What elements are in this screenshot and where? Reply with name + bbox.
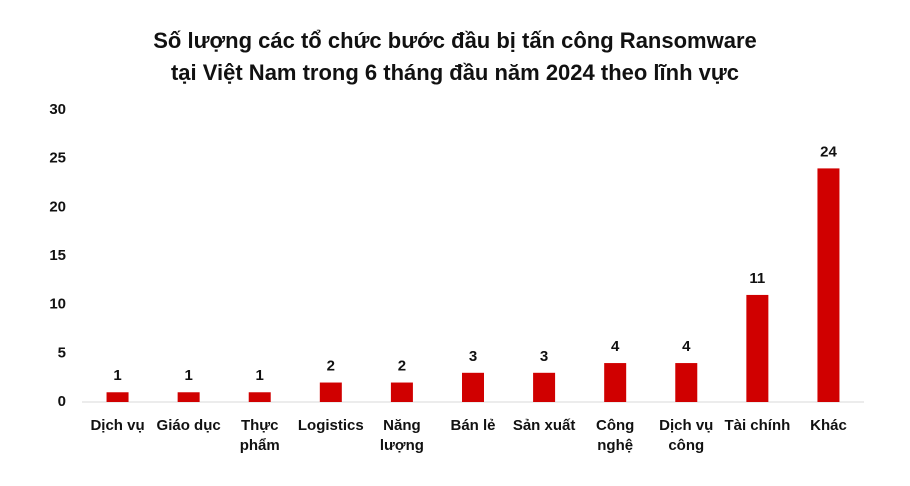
bar bbox=[604, 363, 627, 402]
y-tick-label: 5 bbox=[58, 344, 66, 361]
x-tick-label: Giáo dục bbox=[156, 417, 221, 434]
y-tick-label: 10 bbox=[49, 296, 66, 313]
y-tick-label: 20 bbox=[49, 198, 66, 215]
bar bbox=[177, 392, 200, 402]
chart-title: tại Việt Nam trong 6 tháng đầu năm 2024 … bbox=[170, 60, 740, 85]
y-tick-label: 25 bbox=[49, 150, 66, 167]
bar bbox=[462, 372, 484, 402]
data-label: 1 bbox=[256, 367, 264, 384]
bar bbox=[319, 382, 342, 402]
x-tick-label: Dịch vụ bbox=[90, 417, 145, 434]
bar bbox=[746, 294, 769, 402]
bar bbox=[817, 168, 840, 402]
data-label: 24 bbox=[820, 143, 837, 160]
y-tick-label: 0 bbox=[58, 393, 66, 410]
bar bbox=[533, 372, 556, 402]
x-tick-label: Công nghệ bbox=[596, 417, 635, 454]
data-label: 3 bbox=[540, 348, 548, 365]
x-tick-label: Logistics bbox=[297, 417, 364, 434]
x-tick-label: Khác bbox=[810, 417, 847, 434]
bar bbox=[248, 392, 271, 402]
y-tick-label: 15 bbox=[49, 247, 66, 264]
chart-title: Số lượng các tổ chức bước đầu bị tấn côn… bbox=[153, 28, 757, 53]
data-label: 1 bbox=[113, 367, 121, 384]
bar bbox=[675, 363, 698, 402]
data-label: 3 bbox=[469, 348, 477, 365]
data-label: 4 bbox=[682, 338, 691, 355]
x-tick-label: Sản xuất bbox=[512, 417, 576, 434]
data-label: 2 bbox=[327, 358, 335, 375]
x-tick-label: Năng lượng bbox=[379, 417, 424, 454]
x-tick-label: Bán lẻ bbox=[450, 417, 496, 434]
data-label: 4 bbox=[611, 338, 620, 355]
bar bbox=[390, 382, 413, 402]
data-label: 11 bbox=[749, 270, 765, 287]
x-tick-label: Dịch vụ công bbox=[659, 417, 714, 454]
x-tick-label: Tài chính bbox=[724, 417, 791, 434]
x-tick-label: Thực phẩm bbox=[239, 417, 280, 454]
data-label: 1 bbox=[184, 367, 192, 384]
bar bbox=[106, 392, 129, 402]
data-label: 2 bbox=[398, 358, 406, 375]
y-tick-label: 30 bbox=[49, 101, 66, 118]
